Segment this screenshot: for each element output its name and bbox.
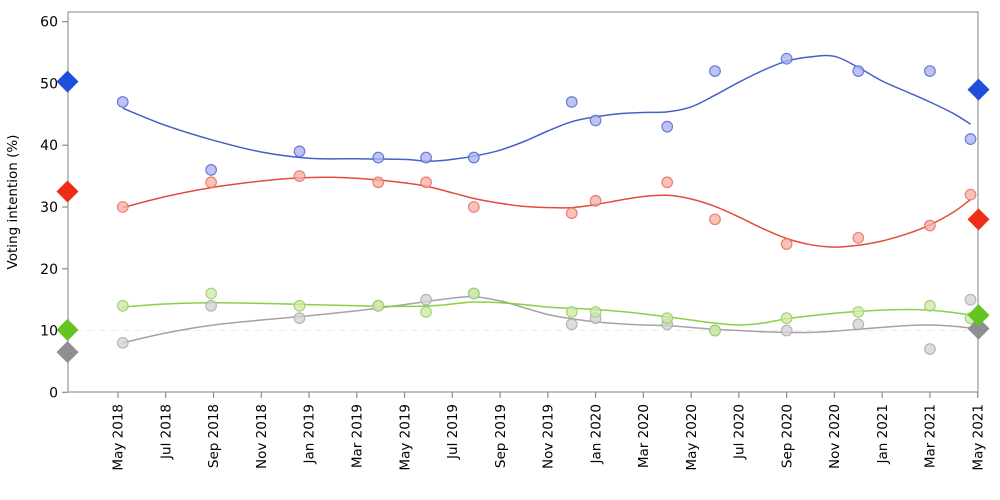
data-point-green [116,299,129,312]
data-point-green [589,306,602,318]
y-tick-label: 40 [40,138,58,154]
data-point-green [205,287,218,300]
trend-line-red [122,176,971,248]
x-tick-label: Jan 2021 [875,404,891,464]
data-point-red [589,194,602,207]
data-point-red [205,176,218,189]
x-tick-label: May 2020 [684,404,700,471]
data-point-blue [565,96,578,108]
end-diamond-blue [967,78,990,101]
x-tick-label: May 2018 [111,404,127,471]
data-point-gray [565,318,578,331]
end-diamond-green [967,304,990,327]
x-tick-label: Nov 2020 [827,404,843,469]
data-point-green [420,306,432,318]
y-tick-label: 50 [40,76,58,92]
data-point-blue [852,65,865,77]
data-point-red [709,213,721,226]
data-point-green [372,299,385,312]
data-point-red [964,188,977,201]
x-tick-label: Nov 2019 [541,404,557,469]
data-point-gray [924,343,936,355]
data-point-green [709,324,721,337]
data-point-red [116,201,129,213]
x-tick-label: Sep 2019 [493,404,509,468]
data-point-red [293,170,306,183]
data-point-gray [116,336,129,349]
x-tick-label: Sep 2020 [779,404,795,468]
data-point-red [924,219,936,232]
x-tick-label: Jul 2018 [158,404,174,460]
plot-frame [67,11,979,393]
data-point-blue [964,133,977,145]
y-tick-label: 30 [40,200,58,216]
trend-line-blue [122,54,971,163]
x-tick-label: Jan 2020 [588,404,604,464]
data-point-gray [780,324,793,337]
data-point-red [852,231,865,244]
x-tick-label: May 2021 [970,404,986,471]
data-point-gray [293,312,306,325]
y-tick-label: 10 [40,324,58,340]
x-tick-label: Mar 2020 [636,404,652,468]
x-tick-label: Nov 2018 [254,404,270,469]
data-point-red [661,176,674,189]
data-point-blue [205,164,218,176]
data-point-blue [709,65,721,77]
x-tick-label: Mar 2019 [350,404,366,468]
data-point-gray [205,299,218,312]
x-tick-label: Jul 2019 [445,404,461,460]
start-diamond-red [56,180,79,203]
data-point-green [661,312,674,325]
data-point-green [293,299,306,312]
data-point-red [372,176,385,189]
data-point-green [780,312,793,325]
data-point-blue [372,151,385,164]
x-tick-label: Jul 2020 [732,404,748,460]
data-point-blue [924,65,936,77]
end-diamond-red [967,208,990,231]
data-point-blue [467,151,480,164]
data-point-red [467,201,480,213]
x-tick-label: Jan 2019 [302,404,318,464]
start-diamond-blue [56,70,79,93]
x-tick-label: Mar 2021 [923,404,939,468]
y-tick-label: 60 [40,15,58,31]
data-point-green [852,306,865,318]
data-point-green [467,287,480,300]
y-axis-title: Voting intention (%) [5,135,21,270]
data-point-blue [661,120,674,133]
start-diamond-gray [56,341,79,364]
data-point-blue [293,145,306,158]
data-point-blue [780,52,793,65]
data-point-blue [589,114,602,127]
data-point-red [565,207,578,220]
data-point-blue [116,96,129,108]
data-point-green [924,299,936,312]
data-point-gray [964,293,977,306]
end-diamond-gray [967,317,990,340]
y-tick-label: 0 [49,385,58,401]
start-diamond-green [56,318,79,341]
x-tick-label: Sep 2018 [206,404,222,468]
data-point-green [565,306,578,318]
data-point-gray [420,293,432,306]
y-tick-label: 20 [40,262,58,278]
x-tick-label: May 2019 [397,404,413,471]
data-point-red [780,238,793,250]
data-point-red [420,176,432,189]
data-point-gray [852,318,865,331]
data-point-blue [420,151,432,164]
